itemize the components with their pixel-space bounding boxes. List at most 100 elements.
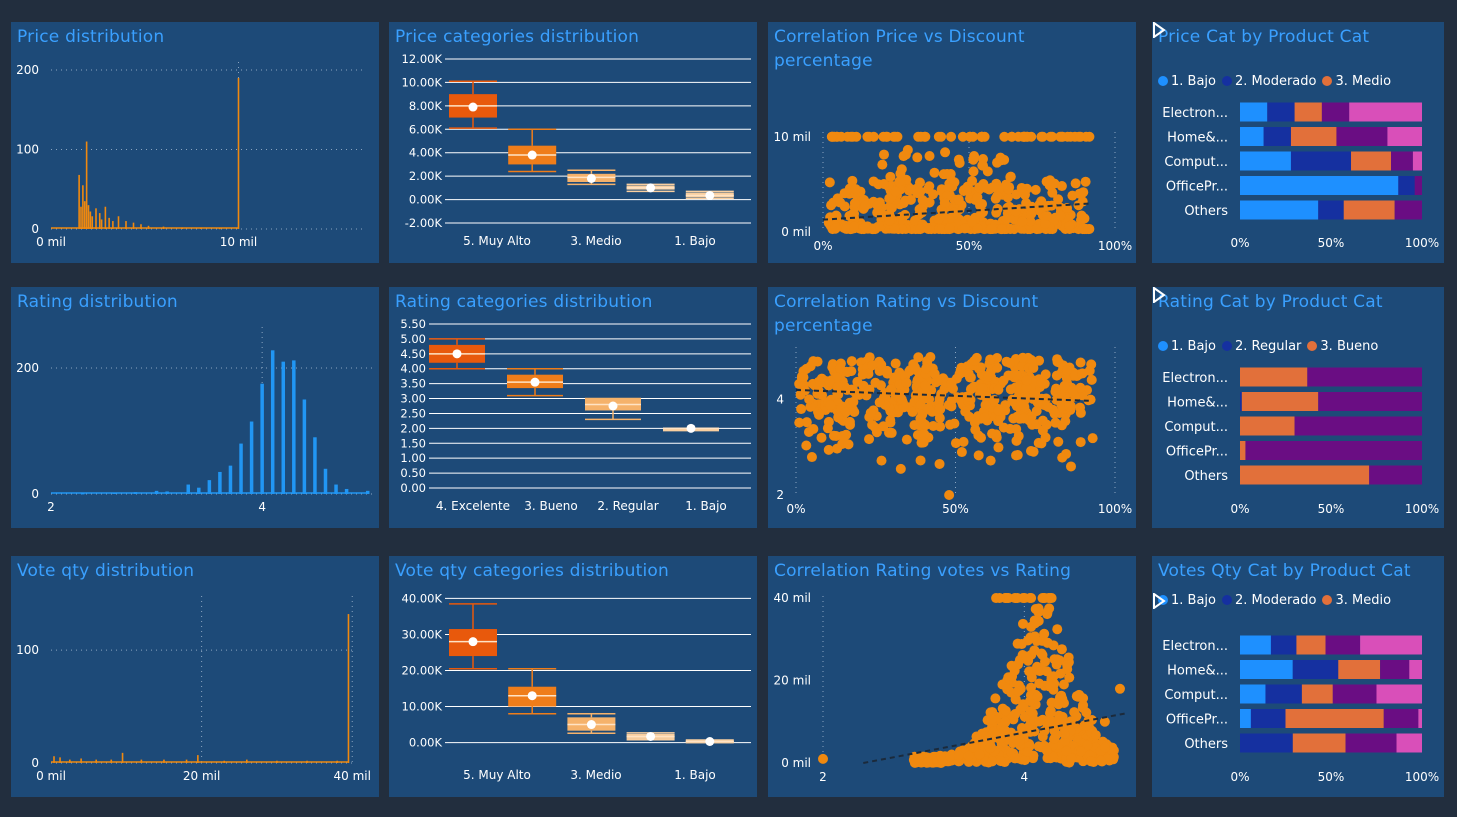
legend-item[interactable]: 3. Bueno [1307,339,1378,354]
stacked-bar-segment [1360,635,1422,655]
rating-cat-stacked-bar-chart: Electron... Home&... Comput... OfficePr... O… [1162,367,1439,516]
histogram-bar [140,224,142,229]
scatter-point [1053,699,1064,710]
legend-item[interactable]: 2. Regular [1222,339,1301,354]
stacked-bar-segment [1265,684,1302,704]
scatter-point [874,397,885,408]
scatter-point [977,160,988,171]
scatter-point [1031,224,1042,235]
scatter-point [1005,384,1016,395]
scatter-point [946,378,957,389]
x-tick-label: 1. Bajo [674,768,716,782]
scatter-point [1006,660,1017,671]
scatter-point [876,455,887,466]
scatter-point [1057,131,1068,142]
x-tick-label: 100% [1405,770,1439,784]
category-label: Others [1184,469,1228,484]
price-cat-by-product-panel: Price Cat by Product Cat 1. Bajo 2. Moder… [1152,22,1444,263]
stacked-bar-segment [1307,367,1422,387]
scatter-point [878,149,889,160]
rating-categories-panel: Rating categories distribution 5.50 5.00 4… [389,287,757,528]
scatter-point [996,732,1007,743]
scatter-point [934,458,945,469]
panel-title: Correlation Price vs Discount percentage [774,27,1025,71]
rating-distribution-panel: Rating distribution 0 200 2 4 [11,287,379,528]
scatter-point [929,368,940,379]
x-tick-label: 2 [47,500,55,514]
x-tick-label: 0% [1230,770,1249,784]
scatter-point [877,209,888,220]
legend-item[interactable]: 1. Bajo [1158,74,1216,89]
x-tick-label: 5. Muy Alto [463,234,531,248]
panel-title: Rating Cat by Product Cat [1158,292,1383,312]
histogram-bar [200,227,202,229]
histogram-bar [82,185,84,229]
scatter-point [924,150,935,161]
scatter-point [1041,666,1052,677]
play-triangle-icon[interactable] [1152,287,1166,303]
scatter-point [1001,213,1012,224]
scatter-point [872,200,883,211]
scatter-point [1011,450,1022,461]
scatter-point [1043,401,1054,412]
play-triangle-icon[interactable] [1152,22,1166,38]
x-tick-label: 50% [942,502,969,516]
x-tick-label: 0% [1230,236,1249,250]
y-tick-label: 40.00K [402,591,443,605]
scatter-point [848,396,859,407]
histogram-bar [117,216,120,229]
stacked-bar-segment [1369,465,1422,485]
legend-item[interactable]: 3. Medio [1322,593,1391,608]
stacked-bar-segment [1292,733,1346,753]
scatter-point [1017,216,1028,227]
histogram-bar [181,227,184,229]
y-tick-label: 30.00K [402,627,443,641]
scatter-point [860,200,871,211]
histogram-bar [78,174,80,229]
scatter-point [801,417,812,428]
scatter-point [1055,210,1066,221]
scatter-point [987,182,998,193]
histogram-bar [365,490,370,494]
mean-marker [586,173,596,183]
legend-dot-icon [1222,341,1232,351]
price-discount-correlation-panel: Correlation Price vs Discount percentage… [768,22,1136,263]
x-tick-label: 1. Bajo [685,499,727,513]
histogram-bar [59,757,61,763]
scatter-point [1032,691,1043,702]
histogram-bar [313,437,317,494]
scatter-point [1012,593,1023,604]
legend-item[interactable]: 1. Bajo [1158,339,1216,354]
stacked-bar-segment [1240,465,1370,485]
scatter-point [1051,370,1062,381]
histogram-bar [104,206,107,229]
price-categories-panel: Price categories distribution 12.00K 10.0… [389,22,757,263]
y-tick-label: 10.00K [402,75,443,89]
stacked-bar-segment [1240,102,1268,122]
scatter-point [832,382,843,393]
stacked-bar-segment [1240,367,1308,387]
scatter-point [1065,461,1076,472]
histogram-bar [218,471,222,494]
histogram-bar [80,206,82,229]
legend-item[interactable]: 2. Moderado [1222,593,1316,608]
scatter-point [923,403,934,414]
scatter-point [936,224,947,235]
scatter-point [823,444,834,455]
scatter-point [1006,131,1017,142]
play-triangle-icon[interactable] [1152,593,1166,609]
histogram-bar [98,213,101,229]
histogram-bar [260,383,264,494]
legend-item[interactable]: 3. Medio [1322,74,1391,89]
scatter-point [1051,729,1062,740]
scatter-point [1085,394,1096,405]
scatter-point [897,224,908,235]
scatter-point [1039,628,1050,639]
y-tick-label: 0 [31,222,39,236]
legend-item[interactable]: 2. Moderado [1222,74,1316,89]
scatter-point [983,371,994,382]
y-tick-label: 0.50 [400,466,426,480]
y-tick-label: 0 [31,487,39,501]
y-tick-label: 4.00 [400,362,426,376]
scatter-point [1019,755,1030,766]
